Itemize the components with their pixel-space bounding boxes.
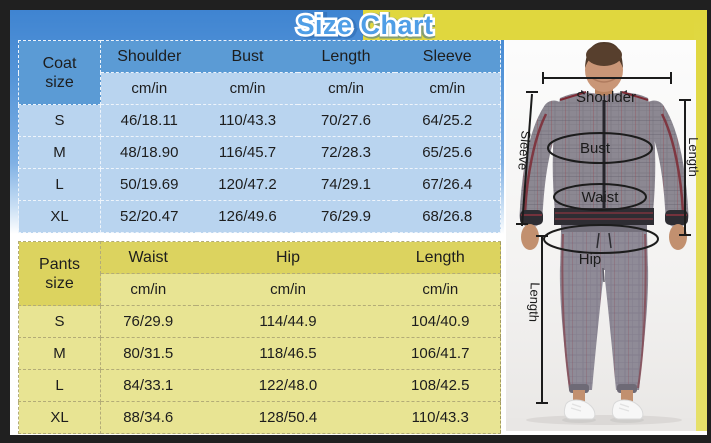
value-cell: 64/25.2 bbox=[394, 104, 501, 137]
pants-unit-row: cm/in cm/in cm/in bbox=[19, 273, 501, 306]
sleeve-measure-line bbox=[516, 91, 538, 227]
value-cell: 88/34.6 bbox=[100, 401, 196, 434]
value-cell: 50/19.69 bbox=[100, 168, 198, 201]
size-cell: XL bbox=[18, 200, 101, 233]
yellow-banner-background bbox=[363, 10, 707, 40]
floor bbox=[506, 415, 696, 431]
value-cell: 70/27.6 bbox=[297, 104, 395, 137]
coat-size-table: Coat size Shoulder Bust Length Sleeve cm… bbox=[18, 40, 501, 233]
unit-cell: cm/in bbox=[195, 273, 381, 306]
jacket-torso bbox=[552, 90, 656, 225]
value-cell: 46/18.11 bbox=[100, 104, 198, 137]
column-header-hip: Hip bbox=[195, 241, 381, 274]
unit-cell: cm/in bbox=[197, 72, 298, 105]
value-cell: 114/44.9 bbox=[195, 305, 381, 338]
value-cell: 80/31.5 bbox=[100, 337, 196, 370]
pants-group-label: Pants size bbox=[18, 241, 101, 306]
page-title-shadow: Size Chart bbox=[300, 11, 432, 41]
column-header-length: Length bbox=[297, 40, 395, 73]
yellow-edge-strip bbox=[694, 10, 707, 431]
size-cell: S bbox=[18, 104, 101, 137]
value-cell: 118/46.5 bbox=[195, 337, 381, 370]
table-row: M 80/31.5 118/46.5 106/41.7 bbox=[18, 337, 501, 370]
value-cell: 48/18.90 bbox=[100, 136, 198, 169]
waist-measure-ellipse bbox=[553, 183, 647, 211]
coat-unit-row: cm/in cm/in cm/in cm/in bbox=[19, 72, 501, 105]
column-header-sleeve: Sleeve bbox=[394, 40, 501, 73]
value-cell: 120/47.2 bbox=[197, 168, 298, 201]
sleeve-label: Sleeve bbox=[515, 130, 533, 171]
value-cell: 76/29.9 bbox=[100, 305, 196, 338]
coat-length-measure-line bbox=[679, 99, 691, 236]
unit-cell: cm/in bbox=[394, 72, 501, 105]
value-cell: 68/26.8 bbox=[394, 200, 501, 233]
bust-measure-ellipse bbox=[547, 132, 653, 164]
pants-header-row: Pants size Waist Hip Length bbox=[18, 241, 501, 306]
male-model-figure: Shoulder Sleeve Bust Waist Hip Length Le… bbox=[506, 42, 701, 431]
pants-group-line1: Pants bbox=[39, 255, 80, 273]
value-cell: 110/43.3 bbox=[380, 401, 501, 434]
size-cell: M bbox=[18, 136, 101, 169]
jacket-arms bbox=[519, 100, 689, 250]
model-photo: Shoulder Sleeve Bust Waist Hip Length Le… bbox=[506, 40, 701, 431]
table-row: L 84/33.1 122/48.0 108/42.5 bbox=[18, 369, 501, 402]
coat-header-row: Coat size Shoulder Bust Length Sleeve bbox=[18, 40, 501, 105]
shoes bbox=[562, 390, 644, 423]
page-title-text: Size Chart bbox=[296, 10, 433, 40]
value-cell: 128/50.4 bbox=[195, 401, 381, 434]
table-row: S 76/29.9 114/44.9 104/40.9 bbox=[18, 305, 501, 338]
table-row: XL 88/34.6 128/50.4 110/43.3 bbox=[18, 401, 501, 434]
value-cell: 72/28.3 bbox=[297, 136, 395, 169]
size-cell: S bbox=[18, 305, 101, 338]
column-header-bust: Bust bbox=[197, 40, 298, 73]
value-cell: 110/43.3 bbox=[197, 104, 298, 137]
pants-length-measure-line bbox=[536, 235, 548, 404]
hip-measure-ellipse bbox=[543, 224, 659, 254]
table-row: M 48/18.90 116/45.7 72/28.3 65/25.6 bbox=[18, 136, 501, 169]
pants-group-line2: size bbox=[45, 274, 74, 292]
value-cell: 126/49.6 bbox=[197, 200, 298, 233]
value-cell: 52/20.47 bbox=[100, 200, 198, 233]
value-cell: 104/40.9 bbox=[380, 305, 501, 338]
value-cell: 84/33.1 bbox=[100, 369, 196, 402]
coat-group-line2: size bbox=[45, 73, 74, 91]
value-cell: 76/29.9 bbox=[297, 200, 395, 233]
measurement-annotations: Shoulder Sleeve Bust Waist Hip Length Le… bbox=[515, 72, 701, 404]
unit-cell: cm/in bbox=[380, 273, 501, 306]
table-row: S 46/18.11 110/43.3 70/27.6 64/25.2 bbox=[18, 104, 501, 137]
hip-label: Hip bbox=[579, 251, 602, 268]
value-cell: 108/42.5 bbox=[380, 369, 501, 402]
page-title: Size Chart Size Chart bbox=[294, 10, 436, 45]
unit-cell: cm/in bbox=[297, 72, 395, 105]
unit-cell: cm/in bbox=[100, 273, 196, 306]
unit-cell: cm/in bbox=[100, 72, 198, 105]
coat-length-label: Length bbox=[686, 137, 701, 177]
column-header-waist: Waist bbox=[100, 241, 196, 274]
shoulder-measure-line bbox=[542, 72, 672, 84]
table-row: L 50/19.69 120/47.2 74/29.1 67/26.4 bbox=[18, 168, 501, 201]
value-cell: 116/45.7 bbox=[197, 136, 298, 169]
coat-group-label: Coat size bbox=[18, 40, 101, 105]
pants-length-label: Length bbox=[526, 282, 542, 322]
size-cell: L bbox=[18, 168, 101, 201]
value-cell: 106/41.7 bbox=[380, 337, 501, 370]
column-header-length: Length bbox=[380, 241, 501, 274]
shoulder-label: Shoulder bbox=[576, 89, 636, 106]
bust-label: Bust bbox=[580, 140, 611, 157]
value-cell: 74/29.1 bbox=[297, 168, 395, 201]
size-cell: XL bbox=[18, 401, 101, 434]
waist-label: Waist bbox=[582, 189, 620, 206]
size-cell: L bbox=[18, 369, 101, 402]
size-chart-panel: Size Chart Size Chart Coat size Shoulder… bbox=[10, 10, 707, 435]
pants-size-table: Pants size Waist Hip Length cm/in cm/in … bbox=[18, 241, 501, 434]
jogger-pants bbox=[559, 225, 649, 393]
value-cell: 67/26.4 bbox=[394, 168, 501, 201]
size-cell: M bbox=[18, 337, 101, 370]
value-cell: 122/48.0 bbox=[195, 369, 381, 402]
table-row: XL 52/20.47 126/49.6 76/29.9 68/26.8 bbox=[18, 200, 501, 233]
coat-group-line1: Coat bbox=[42, 54, 77, 72]
model-head bbox=[585, 42, 623, 98]
column-header-shoulder: Shoulder bbox=[100, 40, 198, 73]
value-cell: 65/25.6 bbox=[394, 136, 501, 169]
